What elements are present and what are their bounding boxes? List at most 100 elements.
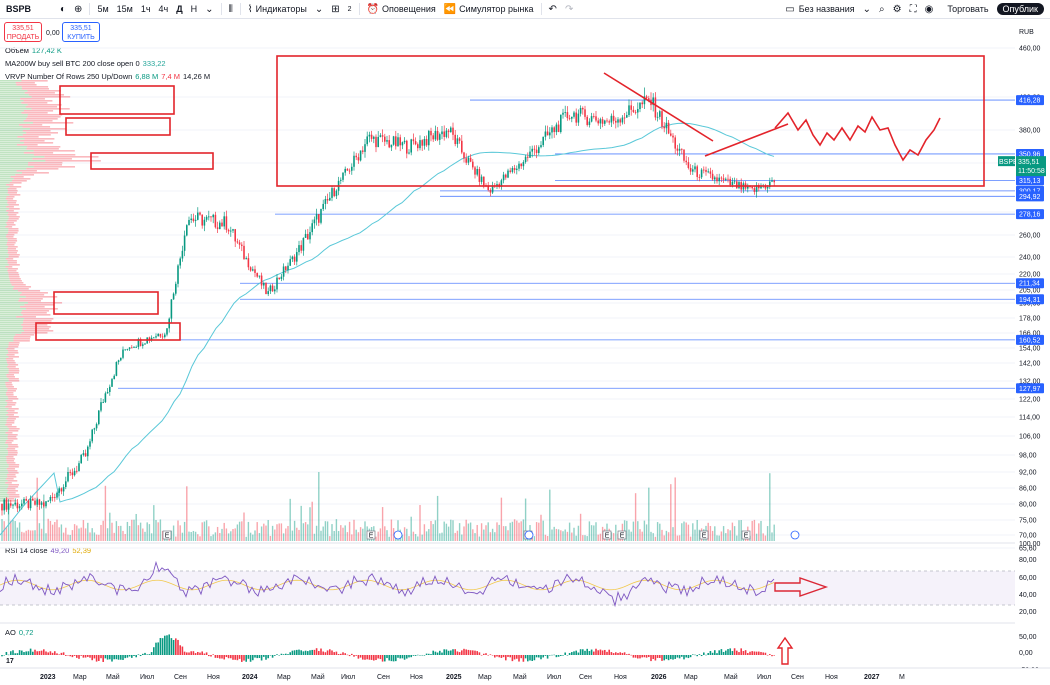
watch-icon[interactable]: ◐: [60, 3, 67, 15]
volume-bar: [282, 533, 285, 541]
camera-icon[interactable]: ◉: [924, 3, 934, 15]
candle-body: [3, 499, 5, 511]
candle-body: [1, 504, 3, 511]
fullscreen-icon[interactable]: ⛶: [909, 3, 917, 15]
ao-bar: [630, 654, 632, 656]
templates-icon[interactable]: ⊞: [331, 3, 340, 15]
symbol-search-button[interactable]: BSPB: [0, 0, 56, 18]
ao-bar: [509, 655, 511, 658]
settings-gear-icon[interactable]: ⚙: [892, 3, 902, 15]
candle-body: [331, 188, 333, 198]
candle-body: [355, 155, 357, 158]
undo-icon[interactable]: ↶: [548, 3, 557, 15]
candle-body: [56, 492, 58, 498]
profile-down-bar: [5, 226, 13, 228]
volume-bar: [601, 526, 604, 541]
ao-bar: [566, 655, 569, 656]
candles-icon[interactable]: ⫴: [228, 3, 233, 15]
ma-legend[interactable]: MA200W buy sell BTC 200 close open 0 333,…: [5, 59, 166, 68]
candle-body: [379, 135, 382, 137]
volume-bar: [458, 523, 461, 541]
candle-body: [346, 168, 349, 171]
candle-body: [500, 180, 503, 187]
profile-down-bar: [6, 474, 16, 476]
volume-bar: [516, 520, 518, 541]
volume-legend[interactable]: Объём 127,42 K: [5, 46, 62, 55]
ao-bar: [395, 655, 397, 662]
volume-bar: [696, 519, 698, 541]
interval-dropdown-icon[interactable]: ⌄: [205, 3, 214, 15]
volume-bar: [190, 532, 192, 541]
ao-bar: [716, 653, 718, 655]
profile-up-bar: [0, 454, 8, 456]
profile-up-bar: [0, 436, 8, 438]
profile-down-bar: [18, 290, 41, 292]
search-icon[interactable]: ⌕: [879, 3, 885, 15]
ao-legend[interactable]: AO 0,72: [5, 628, 33, 637]
layout-button[interactable]: ▭ Без названия ⌄: [781, 0, 875, 18]
dividend-marker: [524, 530, 534, 540]
buy-button[interactable]: 335,51 КУПИТЬ: [62, 22, 100, 42]
volume-bar: [509, 522, 511, 541]
volume-bar: [146, 522, 148, 541]
interval-5m[interactable]: 5м: [93, 0, 112, 18]
volume-bar: [643, 520, 646, 541]
ao-bar: [318, 651, 320, 655]
replay-button[interactable]: ⏪ Симулятор рынка: [440, 0, 538, 18]
profile-down-bar: [6, 206, 14, 208]
alerts-button[interactable]: ⏰ Оповещения: [363, 0, 440, 18]
candle-body: [249, 267, 252, 271]
indicators-button[interactable]: ⌇ Индикаторы: [244, 0, 311, 18]
volume-bar: [568, 522, 571, 541]
profile-down-bar: [8, 204, 19, 206]
volume-bar: [738, 520, 740, 541]
profile-down-bar: [8, 446, 19, 448]
volume-bar: [513, 519, 516, 541]
interval-day[interactable]: Д: [172, 0, 186, 18]
vrvp-legend[interactable]: VRVP Number Of Rows 250 Up/Down 6,88 M 7,4…: [5, 72, 210, 81]
profile-up-bar: [0, 410, 7, 412]
redo-icon[interactable]: ↷: [564, 3, 574, 15]
compare-add-icon[interactable]: ⊕: [74, 3, 83, 15]
interval-15m[interactable]: 15м: [113, 0, 137, 18]
volume-bar: [722, 526, 725, 541]
volume-bar: [762, 533, 764, 541]
profile-down-bar: [7, 480, 18, 482]
interval-4h[interactable]: 4ч: [155, 0, 173, 18]
candle-body: [753, 188, 756, 192]
ao-bar: [60, 652, 63, 655]
earnings-marker-label: E: [744, 533, 749, 540]
volume-bar: [524, 498, 527, 541]
ao-bar: [65, 655, 67, 656]
candle-body: [397, 137, 399, 147]
trade-button[interactable]: Торговать: [943, 0, 992, 18]
time-tick-label: Июл: [547, 674, 561, 681]
profile-up-bar: [0, 238, 8, 240]
price-tick-label: 122,00: [1019, 397, 1041, 404]
volume-bar: [181, 532, 184, 541]
interval-week[interactable]: Н: [187, 0, 202, 18]
ao-bar: [87, 655, 89, 657]
volume-bar: [104, 485, 107, 541]
volume-bar: [430, 520, 432, 541]
indicators-dropdown-icon[interactable]: ⌄: [314, 3, 324, 15]
sell-button[interactable]: 335,51 ПРОДАТЬ: [4, 22, 42, 42]
profile-up-bar: [0, 112, 22, 114]
profile-down-bar: [21, 312, 47, 314]
candle-body: [531, 148, 533, 152]
rsi-legend[interactable]: RSI 14 close 49,20 52,39: [5, 546, 91, 555]
ma-legend-value: 333,22: [142, 59, 166, 68]
ao-bar: [172, 640, 175, 655]
volume-bar: [522, 519, 525, 541]
ao-bar: [645, 655, 648, 658]
ao-bar: [623, 652, 626, 655]
volume-bar: [265, 525, 267, 541]
publish-button[interactable]: Опублик: [993, 0, 1050, 18]
ao-bar: [639, 655, 641, 659]
profile-up-bar: [0, 256, 9, 258]
candle-body: [245, 258, 247, 260]
volume-bar: [291, 530, 294, 541]
ao-bar: [320, 648, 322, 655]
interval-1h[interactable]: 1ч: [137, 0, 155, 18]
